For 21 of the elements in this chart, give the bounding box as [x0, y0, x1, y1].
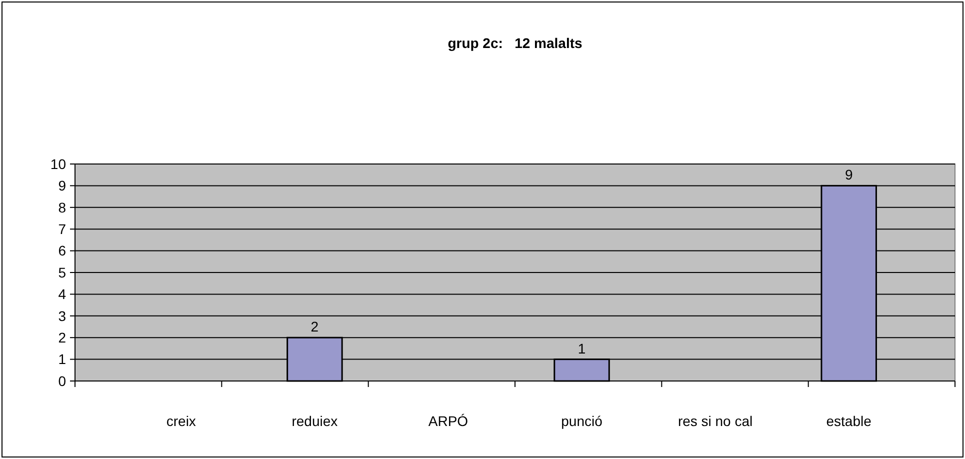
data-label: 1	[578, 340, 586, 356]
y-tick-label: 1	[58, 351, 66, 368]
chart-title: grup 2c: 12 malalts	[448, 35, 583, 51]
x-tick-label: punció	[561, 413, 603, 429]
y-tick-label: 10	[50, 156, 66, 172]
x-tick-label: reduiex	[292, 413, 338, 429]
x-tick-label: creix	[166, 413, 196, 429]
data-label: 2	[310, 318, 319, 335]
y-tick-label: 2	[58, 330, 66, 346]
y-tick-label: 9	[58, 178, 66, 194]
y-tick-label: 5	[58, 264, 66, 280]
data-label: 9	[844, 166, 853, 183]
y-tick-label: 4	[58, 286, 66, 302]
x-tick-label: ARPÓ	[428, 413, 468, 429]
y-tick-label: 7	[58, 221, 66, 237]
y-tick-label: 8	[58, 199, 66, 216]
y-tick-label: 3	[58, 308, 66, 324]
y-tick-label: 0	[58, 372, 66, 389]
x-tick-label: res si no cal	[678, 413, 753, 429]
y-tick-label: 6	[58, 242, 66, 259]
x-tick-label: estable	[826, 413, 872, 429]
